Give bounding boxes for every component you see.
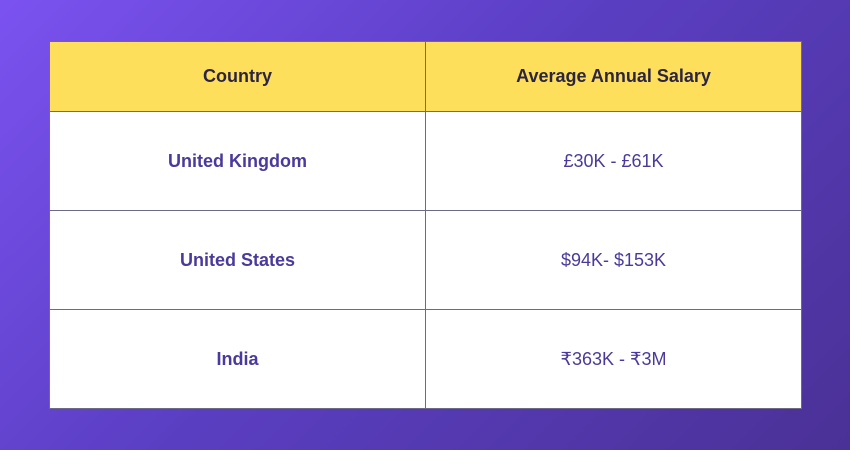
- country-cell: India: [49, 309, 426, 409]
- salary-cell: ₹363K - ₹3M: [425, 309, 802, 409]
- table-row: United Kingdom £30K - £61K: [49, 111, 802, 211]
- table-body: United Kingdom £30K - £61K United States…: [49, 111, 802, 409]
- country-cell: United States: [49, 210, 426, 310]
- header-average-annual-salary: Average Annual Salary: [425, 41, 802, 112]
- salary-cell: $94K- $153K: [425, 210, 802, 310]
- country-cell: United Kingdom: [49, 111, 426, 211]
- table-row: India ₹363K - ₹3M: [49, 309, 802, 409]
- salary-table: Country Average Annual Salary United Kin…: [49, 41, 802, 409]
- salary-cell: £30K - £61K: [425, 111, 802, 211]
- table-row: United States $94K- $153K: [49, 210, 802, 310]
- header-country: Country: [49, 41, 426, 112]
- table-header: Country Average Annual Salary: [49, 41, 802, 112]
- header-row: Country Average Annual Salary: [49, 41, 802, 112]
